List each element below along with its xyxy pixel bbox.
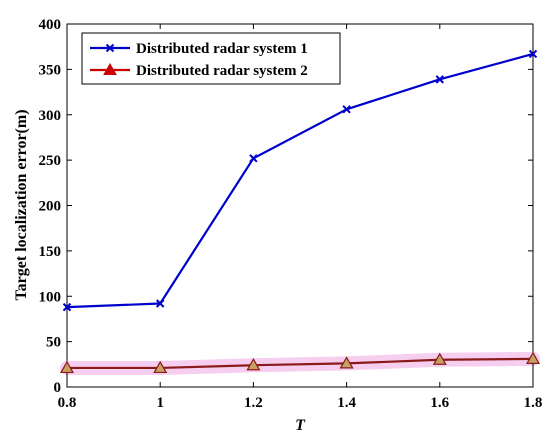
y-tick-label: 350 xyxy=(39,62,62,78)
legend-entry-1: Distributed radar system 1 xyxy=(90,41,308,57)
series-layer xyxy=(59,49,541,374)
series-1-point xyxy=(62,302,72,312)
legend-marker-1 xyxy=(105,43,115,53)
y-tick-label: 50 xyxy=(46,335,61,351)
series-2-point xyxy=(59,360,75,374)
y-tick-label: 400 xyxy=(39,17,62,33)
series-1 xyxy=(62,49,538,312)
legend-label-2: Distributed radar system 2 xyxy=(136,63,308,79)
y-tick-label: 150 xyxy=(39,244,62,260)
x-tick-label: 1.6 xyxy=(430,395,449,411)
legend-label-1: Distributed radar system 1 xyxy=(136,41,308,57)
legend-entry-2: Distributed radar system 2 xyxy=(90,62,308,79)
legend-marker-2 xyxy=(103,62,117,75)
series-2-point xyxy=(153,360,168,374)
series-2-point xyxy=(339,356,354,369)
series-2-point xyxy=(432,352,447,365)
legend: Distributed radar system 1 Distributed ra… xyxy=(81,32,341,85)
y-tick-label: 300 xyxy=(39,108,62,124)
x-axis-title: T xyxy=(295,417,306,434)
series-1-point xyxy=(528,49,538,59)
x-tick-label: 1.4 xyxy=(337,395,356,411)
series-1-line xyxy=(66,52,534,309)
series-2-point xyxy=(246,358,261,371)
series-2-line xyxy=(67,357,534,370)
axis-ticks: 0.8 1 1.2 1.4 1.6 1.8 0 50 100 150 200 250 300 350 400 xyxy=(39,17,543,411)
x-tick-label: 1 xyxy=(156,395,164,411)
y-axis-title: Target localization error(m) xyxy=(13,109,30,300)
series-1-point xyxy=(249,154,258,163)
series-2-point xyxy=(525,351,541,364)
legend-box xyxy=(81,32,341,85)
series-2 xyxy=(59,351,541,374)
y-tick-label: 0 xyxy=(54,380,62,396)
y-tick-label: 200 xyxy=(39,199,62,215)
x-tick-label: 1.8 xyxy=(524,395,543,411)
y-tick-label: 250 xyxy=(39,153,62,169)
x-tick-label: 1.2 xyxy=(244,395,263,411)
x-tick-label: 0.8 xyxy=(58,395,77,411)
series-1-point xyxy=(155,299,165,308)
legend-items: Distributed radar system 1 Distributed ra… xyxy=(90,41,308,79)
series-1-point xyxy=(435,75,445,84)
y-tick-label: 100 xyxy=(39,289,62,305)
series-1-point xyxy=(342,105,351,114)
